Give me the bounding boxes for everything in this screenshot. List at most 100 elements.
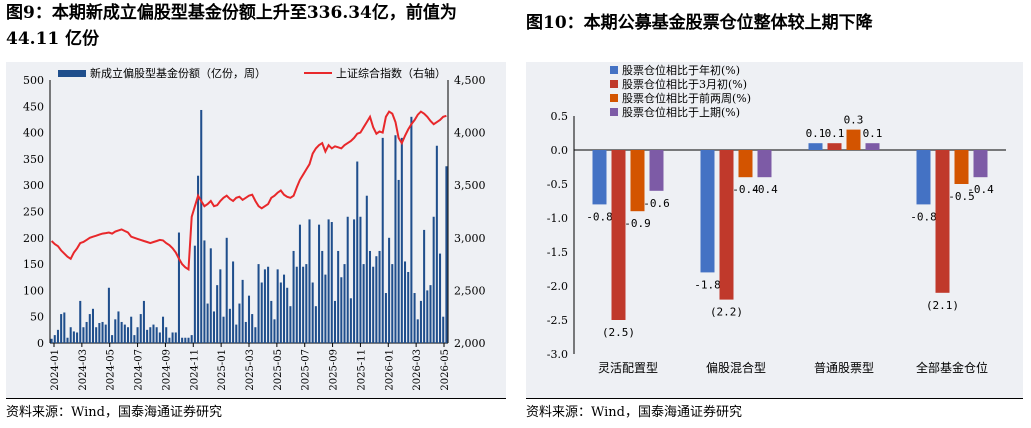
fund-share-bar	[321, 250, 324, 343]
fund-share-bar	[95, 327, 98, 343]
bar-value-label: -0.4	[732, 183, 759, 196]
fund-share-bar	[314, 306, 317, 343]
fund-share-bar	[375, 256, 378, 343]
right-axis-tick-label: 2,500	[454, 284, 486, 297]
fund-share-bar	[260, 282, 263, 343]
fund-share-bar	[216, 285, 219, 343]
bar-value-label: (2.2)	[710, 306, 743, 319]
legend-label: 股票仓位相比于3月初(%)	[622, 77, 747, 91]
fund-share-bar	[228, 308, 231, 343]
legend-swatch	[610, 94, 618, 102]
legend-label: 股票仓位相比于前两周(%)	[622, 91, 751, 105]
fund-share-bar	[168, 337, 171, 343]
left-chart-title: 图9：本期新成立偏股型基金份额上升至336.34亿，前值为 44.11 亿份	[6, 3, 457, 49]
fund-share-bar	[91, 308, 95, 343]
fund-share-bar	[372, 266, 375, 343]
left-axis-tick-label: 300	[23, 179, 44, 192]
legend-bar-label: 新成立偏股型基金份额（亿份，周）	[90, 66, 266, 80]
fund-share-bar	[177, 232, 180, 343]
fund-share-bar	[254, 327, 257, 343]
fund-share-bar	[359, 216, 362, 343]
fund-share-bar	[276, 269, 279, 343]
fund-share-bar	[308, 219, 311, 343]
fund-share-bar	[171, 332, 174, 343]
fund-share-bar	[397, 179, 400, 343]
bar-value-label: -1.8	[694, 278, 721, 291]
fund-share-bar	[388, 237, 391, 343]
left-source-rule	[6, 398, 506, 399]
fund-share-bar	[98, 323, 101, 343]
fund-share-bar	[130, 316, 133, 343]
left-axis-tick-label: 100	[23, 284, 44, 297]
position-change-bar	[630, 150, 645, 212]
fund-share-bar	[445, 166, 448, 343]
left-chart-area: 0 50 100 150 200 250 300 350 400 450 500 2,000 2,500…	[6, 62, 506, 398]
y-axis-tick-label: -0.5	[547, 178, 568, 191]
fund-share-bar	[394, 135, 397, 343]
fund-share-bar	[257, 264, 260, 343]
legend-swatch	[610, 66, 618, 74]
fund-share-bar	[200, 109, 203, 343]
fund-share-bar	[340, 277, 343, 343]
fund-share-bar	[318, 224, 321, 343]
fund-share-bar	[146, 329, 149, 343]
x-axis-tick-label: 2024-11	[189, 349, 200, 391]
fund-share-bar	[346, 216, 349, 343]
fund-share-bar	[126, 327, 130, 343]
fund-share-bar	[343, 264, 346, 343]
fund-share-bar	[442, 316, 445, 343]
left-combo-chart: 0 50 100 150 200 250 300 350 400 450 500 2,000 2,500…	[23, 66, 486, 391]
fund-share-bar	[419, 300, 422, 343]
fund-share-bar	[139, 314, 142, 343]
left-axis-tick-label: 0	[37, 337, 44, 350]
fund-share-bar	[302, 266, 305, 343]
fund-share-bar	[298, 224, 301, 343]
legend-swatch	[610, 108, 618, 116]
fund-share-bar	[88, 314, 91, 343]
bar-value-label: -0.4	[967, 183, 994, 196]
position-change-bar	[846, 129, 861, 150]
fund-share-bar	[292, 250, 295, 343]
fund-share-bar	[111, 335, 114, 343]
x-axis-tick-label: 2026-05	[440, 349, 451, 391]
fund-share-bar	[368, 250, 372, 343]
position-change-bar	[973, 150, 988, 178]
y-axis-tick-label: -2.5	[547, 314, 568, 327]
fund-share-bar	[241, 279, 244, 343]
fund-share-bar	[362, 264, 365, 343]
fund-share-bar	[174, 332, 177, 343]
fund-share-bar	[232, 261, 235, 343]
fund-share-bar	[407, 271, 410, 343]
x-axis-tick-label: 2025-01	[217, 349, 228, 391]
fund-share-bar	[53, 335, 56, 343]
fund-share-bar	[101, 321, 104, 343]
fund-share-bar	[429, 285, 432, 343]
fund-share-bar	[219, 269, 222, 343]
x-axis-tick-label: 2025-05	[273, 349, 284, 391]
fund-share-bar	[120, 321, 123, 343]
category-label: 全部基金仓位	[916, 360, 988, 375]
left-axis-tick-label: 500	[23, 74, 44, 87]
left-source-note: 资料来源：Wind，国泰海通证券研究	[6, 405, 222, 420]
fund-share-bar	[381, 137, 384, 343]
fund-share-bar	[76, 332, 79, 343]
y-axis-tick-label: 0.0	[551, 144, 569, 157]
fund-share-bar	[193, 245, 196, 343]
category-label: 偏股混合型	[706, 360, 766, 375]
y-axis-tick-label: -1.5	[547, 246, 568, 259]
fund-share-bar	[181, 337, 184, 343]
fund-share-bar	[225, 237, 228, 343]
fund-share-bar	[165, 327, 168, 343]
fund-share-bar	[349, 298, 352, 343]
legend-bar-swatch	[58, 70, 86, 77]
right-axis-tick-label: 4,000	[454, 127, 486, 140]
fund-share-bar	[136, 327, 139, 343]
fund-share-bar	[69, 327, 72, 343]
fund-share-bar	[426, 290, 429, 343]
fund-share-bar	[66, 337, 69, 343]
right-source-rule	[526, 398, 1023, 399]
fund-share-bar	[432, 216, 435, 343]
bar-value-label: -0.4	[751, 183, 778, 196]
bar-value-label: -0.6	[643, 197, 670, 210]
fund-share-bar	[82, 327, 85, 343]
